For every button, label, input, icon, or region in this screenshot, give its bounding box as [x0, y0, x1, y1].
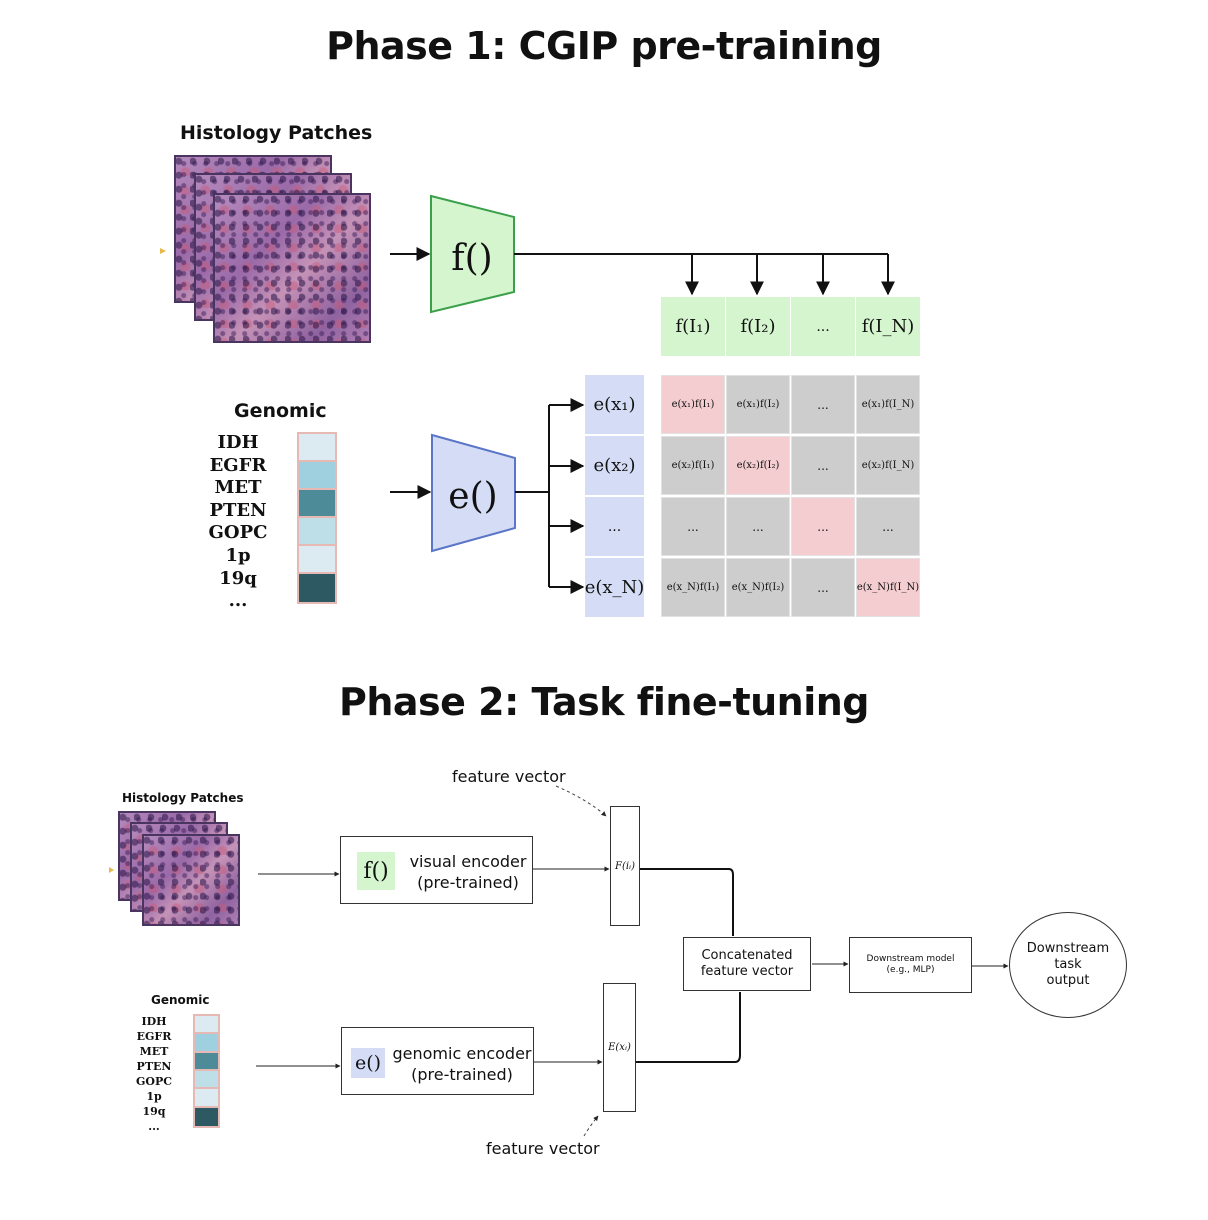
gene-expression-column	[193, 1014, 220, 1128]
gene-expression-cell	[299, 574, 335, 602]
e-embedding-cell: e(x₂)	[585, 436, 644, 495]
visual-feature-vector-label: F(iᵢ)	[615, 860, 635, 872]
similarity-cell: e(x₁)f(I_N)	[856, 375, 920, 434]
genomic-feature-vector: E(xᵢ)	[603, 983, 636, 1112]
similarity-cell: e(x₁)f(I₂)	[726, 375, 790, 434]
visual-encoder-subtext: (pre-trained)	[417, 873, 519, 892]
downstream-model-subtext: (e.g., MLP)	[886, 965, 935, 975]
similarity-cell: ...	[791, 497, 855, 556]
phase2-title: Phase 2: Task fine-tuning	[338, 680, 870, 724]
gene-name: ...	[148, 1120, 160, 1133]
similarity-cell: ...	[726, 497, 790, 556]
genomic-encoder-tag: e()	[351, 1048, 385, 1078]
gene-name: GOPC	[208, 522, 268, 544]
gene-name: IDH	[217, 432, 259, 453]
gene-name: ...	[228, 590, 248, 612]
output-text-3: output	[1046, 973, 1090, 988]
similarity-cell: e(x₁)f(I₁)	[661, 375, 725, 434]
gene-name: MET	[139, 1045, 169, 1058]
f-embedding-cell: f(I_N)	[856, 297, 920, 356]
callout-feature-vector-top	[555, 785, 607, 817]
similarity-cell: ...	[791, 558, 855, 617]
downstream-output-circle: Downstream task output	[1009, 912, 1127, 1018]
marker	[160, 248, 166, 254]
histology-label: Histology Patches	[122, 791, 244, 805]
gene-expression-cell	[299, 462, 335, 490]
histology-patch	[213, 193, 371, 343]
gene-expression-column	[297, 432, 337, 604]
e-embedding-cell: e(x_N)	[585, 558, 644, 617]
genomic-encoder-box: e() genomic encoder (pre-trained)	[341, 1027, 534, 1095]
phase1-title: Phase 1: CGIP pre-training	[326, 24, 882, 68]
concat-subtext: feature vector	[700, 964, 794, 979]
gene-expression-cell	[299, 490, 335, 518]
visual-encoder-label: f()	[451, 238, 492, 279]
similarity-cell: ...	[791, 375, 855, 434]
similarity-cell: ...	[791, 436, 855, 495]
genomic-label: Genomic	[151, 993, 210, 1007]
gene-name: 1p	[225, 545, 251, 566]
gene-name: PTEN	[136, 1060, 172, 1073]
genomic-encoder-trapezoid	[431, 433, 516, 553]
similarity-cell: ...	[661, 497, 725, 556]
genomic-feature-vector-label: E(xᵢ)	[608, 1042, 631, 1053]
visual-encoder-text: visual encoder	[409, 852, 527, 871]
e-embedding-cell: ...	[585, 497, 644, 556]
histology-label: Histology Patches	[180, 122, 373, 144]
gene-name: MET	[214, 477, 262, 499]
visual-encoder-trapezoid	[430, 194, 515, 314]
f-embedding-cell: ...	[791, 297, 855, 356]
gene-name: 1p	[146, 1090, 162, 1103]
gene-expression-cell	[195, 1107, 218, 1126]
f-embedding-cell: f(I₂)	[726, 297, 790, 356]
output-text-2: task	[1054, 957, 1082, 972]
gene-expression-cell	[299, 518, 335, 546]
concatenated-feature-vector-box: Concatenated feature vector	[683, 937, 811, 991]
genomic-encoder-label: e()	[448, 476, 497, 517]
downstream-model-text: Downstream model	[866, 954, 955, 964]
gene-name: EGFR	[209, 454, 267, 476]
genomic-label: Genomic	[234, 400, 327, 422]
callout-feature-vector-bottom	[583, 1115, 599, 1137]
similarity-cell: e(x₂)f(I₂)	[726, 436, 790, 495]
output-text-1: Downstream	[1026, 941, 1110, 956]
feature-vector-label-top: feature vector	[452, 767, 566, 786]
similarity-cell: e(x₂)f(I_N)	[856, 436, 920, 495]
visual-feature-vector: F(iᵢ)	[610, 806, 640, 926]
gene-expression-cell	[299, 434, 335, 462]
f-embedding-cell: f(I₁)	[661, 297, 725, 356]
e-embedding-cell: e(x₁)	[585, 375, 644, 434]
similarity-cell: e(x_N)f(I_N)	[856, 558, 920, 617]
similarity-cell: ...	[856, 497, 920, 556]
similarity-cell: e(x_N)f(I₂)	[726, 558, 790, 617]
gene-expression-cell	[195, 1089, 218, 1108]
similarity-cell: e(x₂)f(I₁)	[661, 436, 725, 495]
gene-name: IDH	[141, 1015, 167, 1028]
gene-expression-cell	[195, 1034, 218, 1053]
marker	[109, 867, 114, 873]
gene-name: 19q	[142, 1105, 166, 1118]
histology-patch	[142, 834, 240, 926]
gene-expression-cell	[299, 546, 335, 574]
visual-encoder-tag: f()	[357, 852, 395, 890]
connector-genomic-vector-to-concat	[636, 992, 741, 1063]
gene-expression-cell	[195, 1070, 218, 1090]
visual-encoder-box: f() visual encoder (pre-trained)	[340, 836, 533, 904]
genomic-encoder-subtext: (pre-trained)	[411, 1065, 513, 1084]
gene-name: PTEN	[209, 499, 267, 521]
genomic-encoder-text: genomic encoder	[392, 1044, 532, 1063]
gene-name: GOPC	[135, 1075, 172, 1088]
connector-visual-vector-to-concat	[640, 868, 734, 936]
feature-vector-label-bottom: feature vector	[486, 1139, 600, 1158]
similarity-cell: e(x_N)f(I₁)	[661, 558, 725, 617]
gene-expression-cell	[195, 1016, 218, 1035]
downstream-model-box: Downstream model (e.g., MLP)	[849, 937, 972, 993]
concat-text: Concatenated	[701, 948, 793, 963]
gene-name: 19q	[219, 567, 257, 589]
gene-expression-cell	[195, 1052, 218, 1071]
gene-name: EGFR	[136, 1030, 172, 1043]
